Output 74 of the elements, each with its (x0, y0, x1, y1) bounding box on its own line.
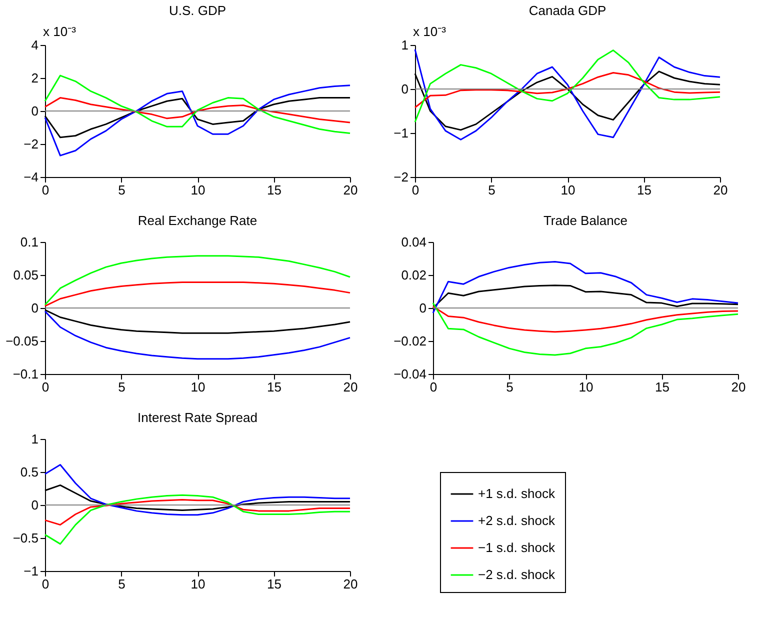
y-tick-label: 0 (31, 104, 38, 118)
x-tick-label: 0 (42, 576, 50, 592)
y-tick-label: 2 (31, 70, 38, 86)
line-series (44, 498, 351, 526)
y-tick-label: −0.02 (394, 334, 426, 348)
line-series (44, 74, 351, 134)
y-tick-label: −1 (394, 126, 408, 140)
line-series (44, 84, 351, 156)
chart-title: Real Exchange Rate (138, 213, 258, 228)
y-tick-label: −1 (24, 564, 38, 578)
legend-label: +1 s.d. shock (478, 486, 556, 501)
x-tick-label: 20 (343, 380, 358, 394)
line-series (414, 50, 721, 123)
x-tick-label: 5 (506, 380, 514, 394)
y-tick-label: 0.02 (401, 268, 426, 282)
legend-label: +2 s.d. shock (478, 513, 556, 528)
y-tick-label: −0.04 (394, 366, 426, 382)
chart-title: Interest Rate Spread (138, 410, 258, 425)
x-tick-label: 20 (731, 380, 746, 394)
x-tick-label: 20 (343, 182, 358, 198)
y-tick-label: −2 (24, 136, 38, 152)
y-tick-label: 0 (31, 498, 38, 512)
y-tick-label: 1 (31, 432, 38, 446)
y-tick-label: 0.05 (13, 268, 38, 282)
x-tick-label: 0 (430, 380, 438, 394)
y-tick-label: 0 (419, 300, 426, 316)
x-tick-label: 10 (578, 380, 594, 394)
line-series (432, 302, 739, 356)
line-series (44, 97, 351, 124)
x-tick-label: 15 (267, 576, 282, 592)
y-tick-label: 0 (31, 300, 38, 316)
x-tick-label: 20 (713, 182, 728, 198)
y-tick-label: −2 (394, 170, 408, 184)
line-series (44, 282, 351, 307)
line-series (414, 72, 721, 108)
chart-title: Canada GDP (528, 3, 606, 18)
line-series (44, 310, 351, 360)
y-tick-label: −0.5 (12, 530, 38, 546)
y-tick-label: −0.1 (12, 366, 38, 382)
y-tick-label: 0.5 (20, 464, 38, 480)
x-tick-label: 10 (190, 182, 206, 198)
line-series (432, 306, 739, 333)
legend-label: −2 s.d. shock (478, 567, 556, 582)
x-tick-label: 15 (655, 380, 670, 394)
text: x 10⁻³ (413, 24, 447, 39)
y-tick-label: −4 (24, 170, 38, 184)
x-tick-label: 15 (267, 182, 282, 198)
x-tick-label: 10 (190, 576, 206, 592)
x-tick-label: 10 (560, 182, 576, 198)
y-tick-label: 0.04 (401, 234, 426, 250)
y-tick-label: 0.1 (20, 234, 38, 250)
x-tick-label: 20 (343, 576, 358, 592)
x-tick-label: 5 (118, 380, 126, 394)
line-series (414, 48, 721, 140)
y-tick-label: −0.05 (6, 334, 38, 348)
x-tick-label: 5 (488, 182, 496, 198)
x-tick-label: 0 (42, 182, 50, 198)
chart-title: Trade Balance (543, 213, 628, 228)
line-series (44, 464, 351, 516)
x-tick-label: 15 (267, 380, 282, 394)
line-series (44, 494, 351, 545)
x-tick-label: 5 (118, 182, 126, 198)
y-tick-label: 1 (401, 38, 408, 52)
chart-title: U.S. GDP (168, 3, 226, 18)
legend-label: −1 s.d. shock (478, 540, 556, 555)
y-tick-label: 4 (31, 38, 38, 52)
x-tick-label: 5 (118, 576, 126, 592)
x-tick-label: 10 (190, 380, 206, 394)
line-series (432, 261, 739, 314)
x-tick-label: 15 (637, 182, 652, 198)
line-series (44, 255, 351, 306)
x-tick-label: 0 (42, 380, 50, 394)
text: x 10⁻³ (43, 24, 77, 39)
y-tick-label: 0 (401, 82, 408, 96)
